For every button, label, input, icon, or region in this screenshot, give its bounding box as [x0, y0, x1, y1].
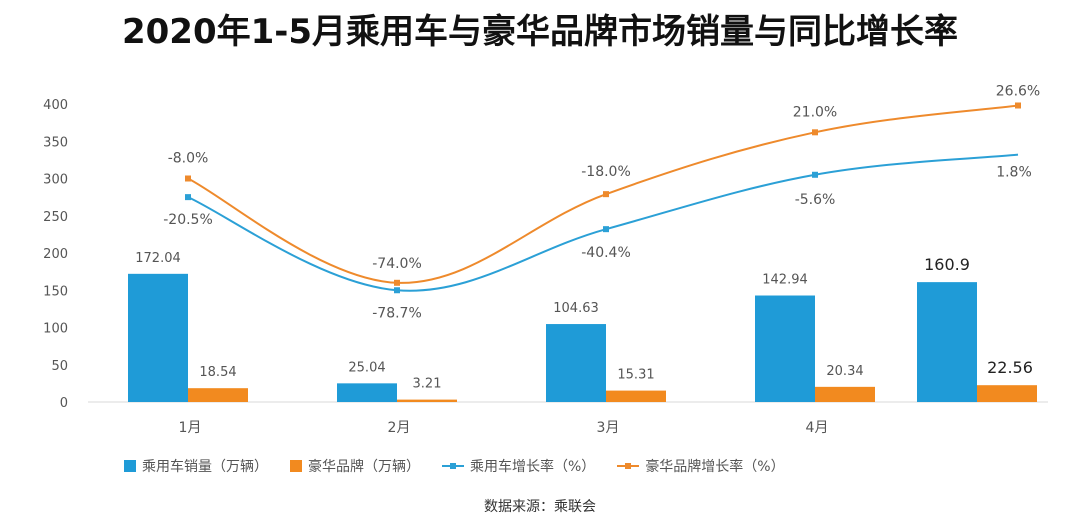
- point-passenger-growth: [394, 287, 400, 294]
- legend-swatch-passenger-sales: [124, 460, 136, 472]
- legend-swatch-passenger-growth: [442, 460, 464, 472]
- legend-item-luxury-growth[interactable]: 豪华品牌增长率（%）: [617, 456, 785, 476]
- legend-item-passenger-sales[interactable]: 乘用车销量（万辆）: [124, 456, 268, 476]
- y-tick-label: 100: [43, 322, 68, 337]
- bar-luxury-sales: [606, 390, 666, 402]
- legend-item-passenger-growth[interactable]: 乘用车增长率（%）: [442, 456, 595, 476]
- point-label-luxury-growth: 26.6%: [996, 83, 1040, 99]
- bar-luxury-sales: [815, 386, 875, 402]
- point-label-passenger-growth: -20.5%: [163, 212, 213, 228]
- point-label-luxury-growth: 21.0%: [793, 104, 837, 120]
- bar-label-luxury-sales: 22.56: [987, 358, 1033, 377]
- y-tick-label: 350: [43, 135, 68, 150]
- point-label-passenger-growth: -5.6%: [795, 192, 836, 208]
- point-label-passenger-growth: -78.7%: [372, 305, 422, 321]
- bar-luxury-sales: [188, 388, 248, 402]
- bar-label-passenger-sales: 172.04: [135, 251, 181, 266]
- bar-label-passenger-sales: 160.9: [924, 255, 970, 274]
- y-tick-label: 200: [43, 247, 68, 262]
- point-label-luxury-growth: -74.0%: [372, 256, 422, 272]
- x-tick-label: 3月: [597, 420, 620, 436]
- legend-item-luxury-sales[interactable]: 豪华品牌（万辆）: [290, 456, 420, 476]
- bar-passenger-sales: [917, 282, 977, 402]
- point-luxury-growth: [185, 175, 191, 182]
- data-source-note: 数据来源：乘联会: [484, 499, 596, 515]
- bar-passenger-sales: [337, 383, 397, 402]
- legend-label-passenger-growth: 乘用车增长率（%）: [470, 459, 596, 475]
- point-label-passenger-growth: 1.8%: [996, 165, 1032, 181]
- y-tick-label: 0: [60, 396, 68, 411]
- y-tick-label: 50: [51, 359, 68, 374]
- point-label-passenger-growth: -40.4%: [581, 245, 631, 261]
- point-luxury-growth: [394, 279, 400, 286]
- y-tick-label: 250: [43, 210, 68, 225]
- point-passenger-growth: [812, 171, 818, 178]
- point-label-luxury-growth: -18.0%: [581, 164, 631, 180]
- point-label-luxury-growth: -8.0%: [168, 151, 209, 167]
- y-tick-label: 400: [43, 98, 68, 113]
- legend-label-luxury-sales: 豪华品牌（万辆）: [308, 459, 420, 475]
- point-passenger-growth: [603, 226, 609, 233]
- bar-label-luxury-sales: 15.31: [617, 368, 654, 383]
- point-luxury-growth: [1015, 102, 1021, 109]
- bar-label-luxury-sales: 20.34: [826, 364, 863, 379]
- chart-title: 2020年1-5月乘用车与豪华品牌市场销量与同比增长率: [121, 12, 959, 52]
- legend-swatch-luxury-sales: [290, 460, 302, 472]
- x-tick-label: 4月: [806, 420, 829, 436]
- bar-label-luxury-sales: 18.54: [199, 365, 236, 380]
- bar-luxury-sales: [977, 385, 1037, 402]
- bar-passenger-sales: [546, 324, 606, 402]
- point-luxury-growth: [603, 191, 609, 198]
- x-tick-label: 2月: [388, 420, 411, 436]
- legend-label-luxury-growth: 豪华品牌增长率（%）: [645, 459, 785, 475]
- bar-label-passenger-sales: 142.94: [762, 273, 808, 288]
- y-tick-label: 300: [43, 173, 68, 188]
- point-luxury-growth: [812, 129, 818, 136]
- bar-label-passenger-sales: 25.04: [348, 360, 385, 375]
- y-tick-label: 150: [43, 284, 68, 299]
- bar-label-luxury-sales: 3.21: [413, 377, 442, 392]
- bar-passenger-sales: [128, 273, 188, 402]
- point-passenger-growth: [185, 194, 191, 201]
- x-tick-label: 1月: [179, 420, 202, 436]
- legend-label-passenger-sales: 乘用车销量（万辆）: [142, 459, 268, 475]
- chart-legend: 乘用车销量（万辆） 豪华品牌（万辆） 乘用车增长率（%） 豪华品牌增长率（%）: [124, 456, 785, 476]
- bar-luxury-sales: [397, 399, 457, 402]
- bar-label-passenger-sales: 104.63: [553, 301, 599, 316]
- legend-swatch-luxury-growth: [617, 460, 640, 472]
- bar-passenger-sales: [755, 295, 815, 402]
